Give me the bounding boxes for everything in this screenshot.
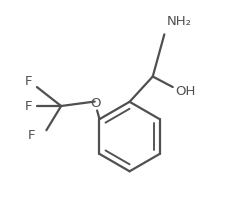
Text: NH₂: NH₂ [166,15,191,28]
Text: OH: OH [175,85,195,98]
Text: F: F [28,128,35,142]
Text: O: O [91,97,101,110]
Text: F: F [25,75,32,88]
Text: F: F [25,99,32,113]
